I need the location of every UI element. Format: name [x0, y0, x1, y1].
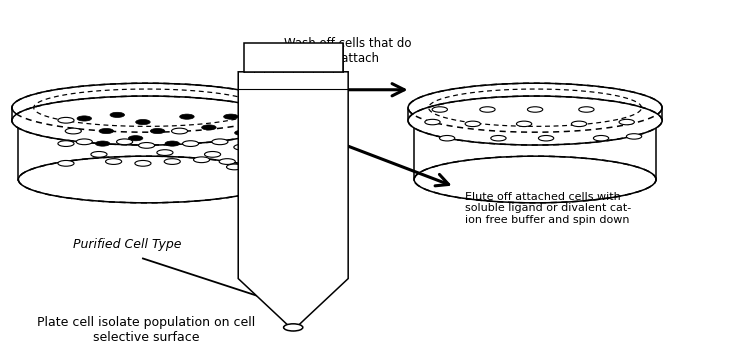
Ellipse shape	[12, 83, 281, 132]
Ellipse shape	[110, 112, 125, 117]
Ellipse shape	[65, 128, 81, 134]
Ellipse shape	[136, 120, 150, 125]
Ellipse shape	[76, 139, 92, 145]
Ellipse shape	[234, 144, 250, 150]
Ellipse shape	[135, 160, 151, 166]
Ellipse shape	[202, 125, 216, 130]
Ellipse shape	[425, 119, 440, 125]
Ellipse shape	[212, 139, 228, 145]
Ellipse shape	[440, 135, 454, 141]
Ellipse shape	[164, 159, 180, 164]
Ellipse shape	[579, 107, 594, 112]
Ellipse shape	[219, 159, 235, 164]
Ellipse shape	[528, 107, 542, 112]
Ellipse shape	[172, 128, 188, 134]
Ellipse shape	[491, 135, 506, 141]
Ellipse shape	[117, 139, 133, 145]
Text: Wash off cells that do
not attach: Wash off cells that do not attach	[284, 37, 412, 65]
Ellipse shape	[465, 121, 480, 127]
Ellipse shape	[77, 116, 92, 121]
Ellipse shape	[91, 151, 107, 157]
Ellipse shape	[139, 143, 155, 148]
Text: Purified Cell Type: Purified Cell Type	[73, 238, 182, 251]
Ellipse shape	[128, 136, 143, 141]
Ellipse shape	[58, 117, 74, 123]
Ellipse shape	[619, 119, 634, 125]
Text: Elute off attached cells with
soluble ligand or divalent cat-
ion free buffer an: Elute off attached cells with soluble li…	[465, 192, 632, 225]
Ellipse shape	[58, 141, 74, 146]
Ellipse shape	[183, 141, 199, 146]
Ellipse shape	[58, 160, 74, 166]
Ellipse shape	[408, 96, 662, 145]
Ellipse shape	[572, 121, 586, 127]
Ellipse shape	[627, 134, 641, 139]
Ellipse shape	[157, 150, 173, 155]
Ellipse shape	[224, 114, 238, 119]
Ellipse shape	[18, 156, 275, 203]
Ellipse shape	[594, 135, 608, 141]
Ellipse shape	[95, 141, 110, 146]
Ellipse shape	[194, 157, 210, 163]
Ellipse shape	[205, 151, 221, 157]
FancyBboxPatch shape	[243, 43, 343, 72]
Ellipse shape	[226, 164, 243, 170]
Ellipse shape	[165, 141, 180, 146]
Ellipse shape	[248, 159, 265, 164]
Ellipse shape	[408, 83, 662, 132]
Ellipse shape	[12, 96, 281, 145]
Ellipse shape	[180, 114, 194, 119]
Ellipse shape	[432, 107, 447, 112]
Polygon shape	[238, 72, 348, 330]
Ellipse shape	[235, 130, 249, 135]
Ellipse shape	[106, 159, 122, 164]
Text: Plate cell isolate population on cell
selective surface: Plate cell isolate population on cell se…	[37, 316, 256, 344]
Ellipse shape	[517, 121, 531, 127]
Ellipse shape	[480, 107, 495, 112]
Ellipse shape	[150, 129, 165, 134]
Ellipse shape	[539, 135, 553, 141]
Ellipse shape	[414, 156, 656, 203]
Ellipse shape	[99, 129, 114, 134]
Ellipse shape	[284, 324, 303, 331]
